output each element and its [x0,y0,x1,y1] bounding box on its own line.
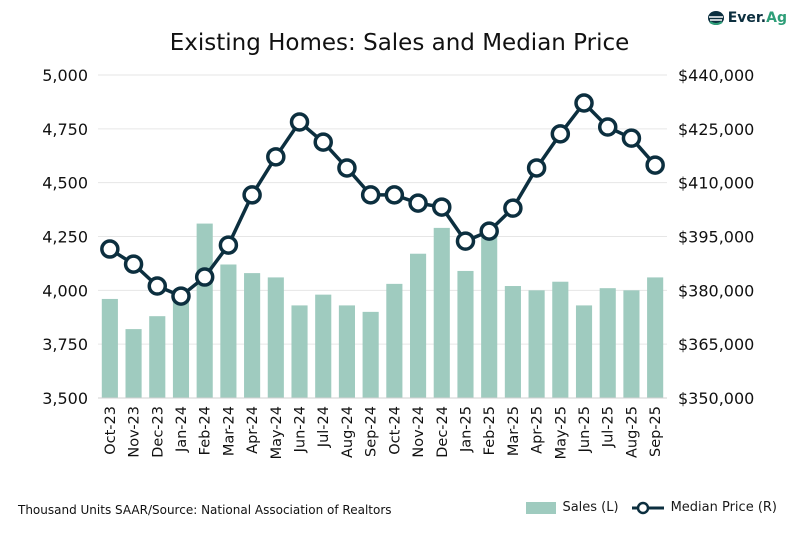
x-tick-label: Dec-23 [150,406,166,458]
sales-bar [457,270,474,398]
price-point [242,185,262,205]
price-point [123,254,144,274]
x-tick-label: Apr-24 [245,406,261,454]
x-tick-label: Nov-23 [127,406,143,458]
legend: Sales (L) Median Price (R) [526,500,777,515]
price-point [360,185,381,205]
sales-bar [220,264,237,398]
source-note: Thousand Units SAAR/Source: National Ass… [18,503,392,517]
price-point [550,124,571,144]
sales-bar [481,234,498,398]
price-point [218,235,239,255]
price-point [432,197,452,217]
price-point [337,158,357,178]
price-point [147,276,168,296]
price-point [289,112,310,132]
left-tick-label: 3,750 [42,335,88,354]
sales-bar [410,253,427,398]
x-tick-label: Feb-25 [482,406,498,455]
right-tick-label: $410,000 [678,174,754,193]
right-tick-label: $440,000 [678,66,754,85]
left-tick-label: 4,250 [42,228,88,247]
price-point [526,158,547,178]
sales-bar [267,277,284,398]
sales-bar [125,329,142,398]
price-line [108,100,657,299]
x-tick-label: Sep-25 [648,406,664,457]
right-tick-label: $395,000 [678,228,754,247]
x-tick-label: Nov-24 [411,406,427,458]
price-point [479,221,499,241]
price-point [597,117,618,137]
right-tick-label: $350,000 [678,389,754,408]
sales-bar [575,305,593,398]
x-tick-label: Jul-25 [601,406,617,448]
price-point [313,132,333,152]
right-tick-label: $365,000 [678,335,754,354]
price-point [194,267,215,287]
sales-bar [386,283,403,398]
legend-sales-label: Sales (L) [562,500,619,515]
legend-price-swatch [631,501,664,514]
sales-bar [623,290,640,398]
sales-bar [172,290,190,398]
price-point [503,198,523,218]
x-tick-label: Mar-24 [221,406,237,456]
x-tick-label: Oct-24 [387,406,403,455]
left-tick-label: 5,000 [42,66,88,85]
x-tick-label: May-25 [553,406,569,459]
x-tick-label: Jun-24 [293,406,309,453]
right-tick-label: $380,000 [678,281,754,300]
sales-bar [528,290,545,398]
sales-bar [338,305,355,398]
sales-bar [196,223,213,398]
right-tick-label: $425,000 [678,120,754,139]
x-tick-label: May-24 [269,406,285,459]
x-tick-label: Mar-25 [506,406,522,456]
sales-bar [315,294,332,398]
price-point [171,286,191,306]
sales-bar [291,305,308,398]
sales-bar [362,311,379,398]
price-point [455,231,476,251]
sales-bar [101,298,118,398]
price-point [100,239,120,259]
x-tick-label: Jul-24 [316,406,332,448]
price-point [408,193,428,213]
x-tick-label: Aug-25 [624,406,640,458]
chart-title: Existing Homes: Sales and Median Price [169,30,630,56]
sales-bar [599,288,616,398]
price-point [574,93,594,113]
price-point [621,128,642,148]
logo-text: Ever. [727,10,767,26]
legend-sales-swatch [526,501,557,514]
price-point [645,155,665,175]
x-tick-label: Feb-24 [198,406,214,455]
left-tick-label: 3,500 [42,389,88,408]
x-tick-label: Apr-25 [530,406,546,454]
x-tick-label: Jan-25 [458,406,474,453]
sales-bar [504,286,521,398]
price-point [266,147,286,167]
left-tick-label: 4,750 [42,120,88,139]
x-tick-label: Aug-24 [340,406,356,458]
x-tick-label: Oct-23 [103,406,119,455]
logo-icon [707,11,724,25]
left-tick-label: 4,500 [42,174,88,193]
sales-bar [149,316,166,398]
x-tick-label: Dec-24 [435,406,451,458]
x-tick-label: Jun-25 [577,406,593,453]
sales-bar [647,277,664,398]
sales-bar [244,273,261,398]
legend-price-label: Median Price (R) [670,500,777,515]
sales-bar [433,227,450,398]
price-point [384,185,405,205]
x-tick-label: Sep-24 [364,406,380,457]
sales-bar [552,281,569,398]
logo-text-accent: Ag [766,10,787,26]
left-tick-label: 4,000 [42,281,88,300]
x-tick-label: Jan-24 [174,406,190,453]
everag-logo: Ever. Ag [707,10,787,26]
